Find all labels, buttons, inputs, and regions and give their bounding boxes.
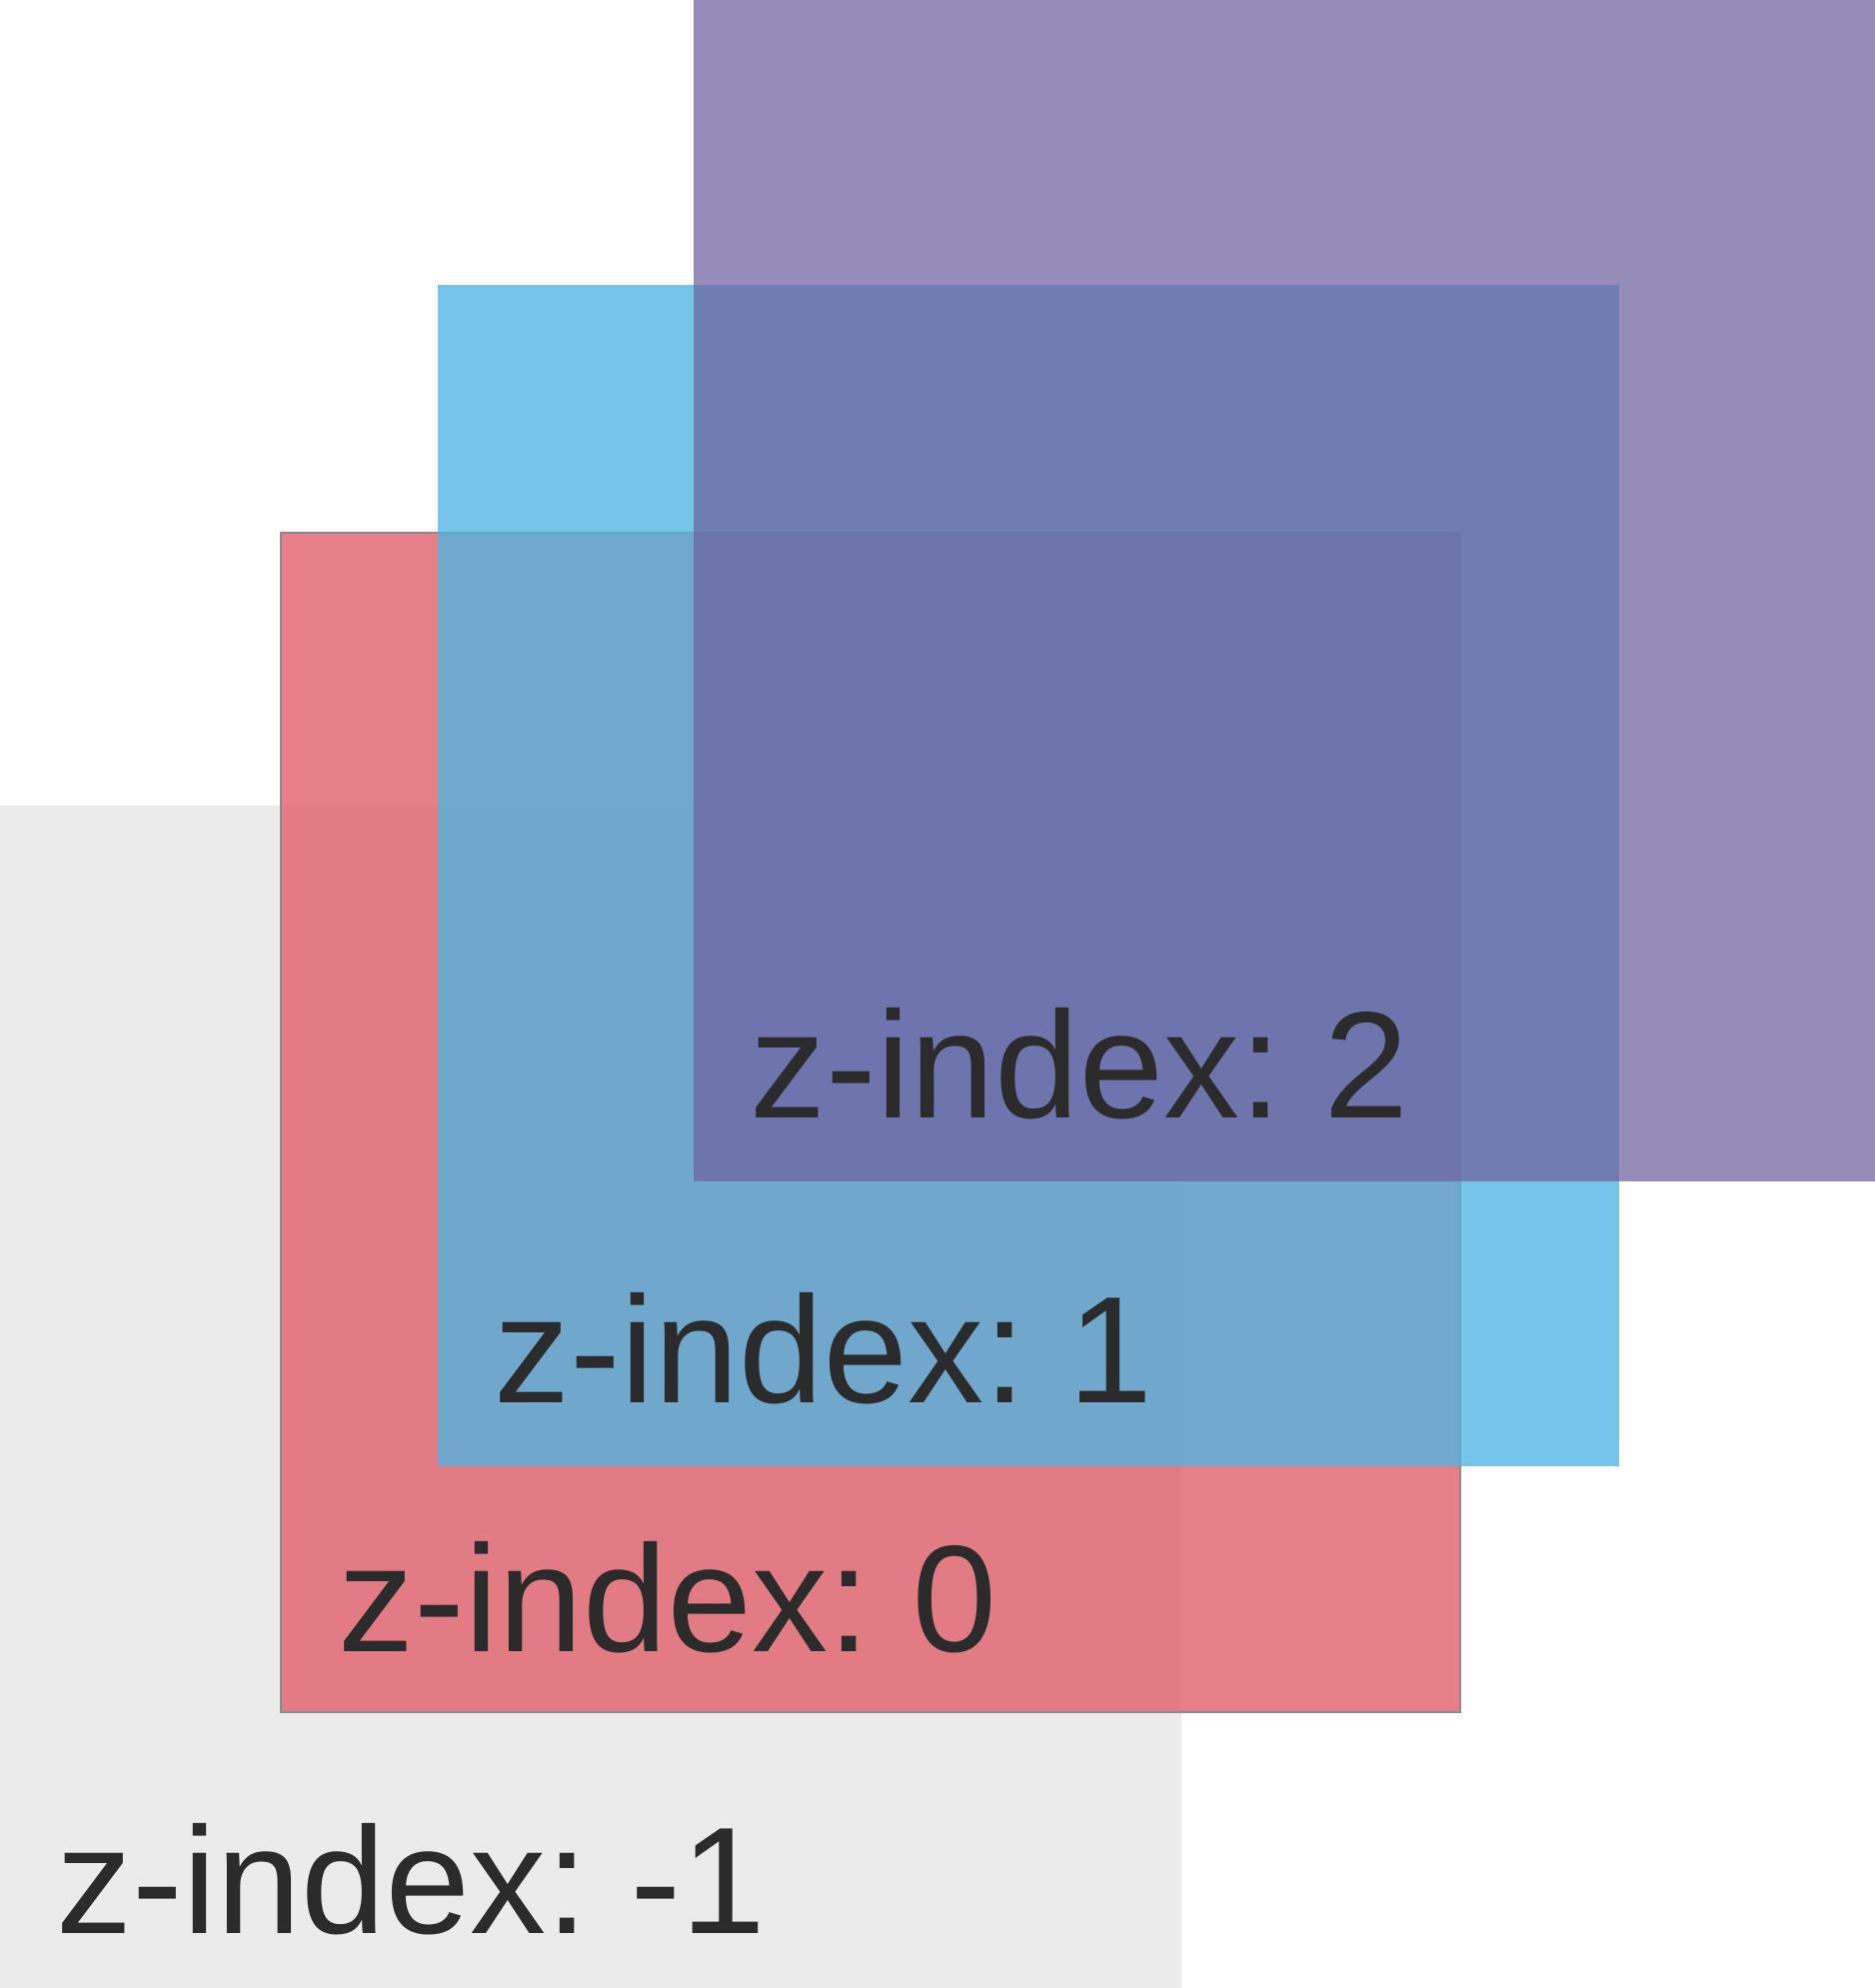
layer-z-index-2: z-index: 2 <box>694 0 1875 1181</box>
layer-z-index-neg1-label: z-index: -1 <box>56 1796 766 1966</box>
layer-z-index-1-label: z-index: 1 <box>494 1265 1152 1435</box>
layer-z-index-0-label: z-index: 0 <box>338 1514 996 1684</box>
layer-z-index-2-label: z-index: 2 <box>750 981 1408 1150</box>
